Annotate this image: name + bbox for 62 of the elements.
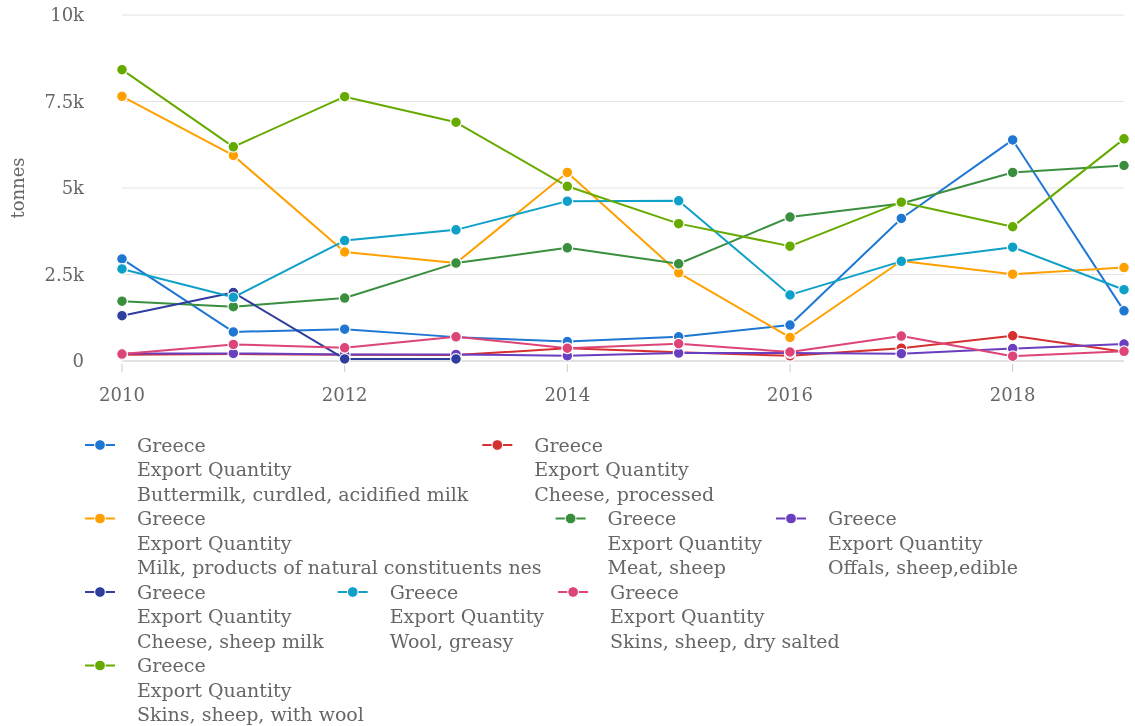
y-tick-label: 0 xyxy=(72,350,84,372)
point xyxy=(338,341,351,354)
point xyxy=(1118,304,1130,317)
point xyxy=(895,347,908,360)
point xyxy=(338,90,351,103)
point xyxy=(895,212,908,225)
point xyxy=(784,319,796,331)
point xyxy=(338,352,351,365)
legend-label: Greece Export Quantity Cheese, processed xyxy=(534,433,715,505)
point xyxy=(450,116,462,129)
x-tick-label: 2010 xyxy=(99,384,145,405)
legend-label: Greece Export Quantity Offals, sheep,edible xyxy=(828,507,1018,579)
y-tick-label: 2.5k xyxy=(44,263,86,285)
x-tick-label: 2014 xyxy=(544,384,591,405)
y-axis-title: tonnes xyxy=(7,157,28,219)
point xyxy=(1118,159,1130,172)
point xyxy=(1006,350,1019,363)
y-tick-label: 10k xyxy=(50,4,86,26)
point xyxy=(1006,133,1019,146)
legend-label: Greece Export Quantity Buttermilk, curdled, acidified milk xyxy=(137,433,469,505)
point xyxy=(1118,283,1130,296)
point xyxy=(1006,166,1019,179)
point xyxy=(338,292,351,304)
point xyxy=(116,263,128,275)
y-tick-label: 7.5k xyxy=(44,90,86,112)
point xyxy=(1006,268,1019,281)
point xyxy=(895,330,908,343)
point xyxy=(116,295,128,308)
point xyxy=(227,338,240,351)
point xyxy=(561,195,574,208)
point xyxy=(116,63,128,76)
legend-label: Greece Export Quantity Meat, sheep xyxy=(607,507,763,579)
point xyxy=(227,291,240,304)
legend-label: Greece Export Quantity Cheese, sheep milk xyxy=(137,580,325,652)
point xyxy=(784,331,796,344)
x-tick-label: 2018 xyxy=(989,384,1036,405)
point xyxy=(672,217,685,230)
legend-label: Greece Export Quantity Skins, sheep, with wool xyxy=(137,654,364,726)
legend-label: Greece Export Quantity Skins, sheep, dry salted xyxy=(610,580,840,652)
point xyxy=(561,241,574,254)
legend-label: Greece Export Quantity Milk, products of natural constituents nes xyxy=(137,507,542,579)
point xyxy=(784,211,796,224)
x-tick-label: 2016 xyxy=(767,384,813,405)
point xyxy=(784,240,796,253)
point xyxy=(561,166,574,179)
point xyxy=(338,234,351,247)
point xyxy=(672,337,685,350)
point xyxy=(1006,241,1019,254)
point xyxy=(1118,132,1130,145)
legend-label: Greece Export Quantity Wool, greasy xyxy=(389,580,545,652)
point xyxy=(784,288,796,301)
point xyxy=(450,223,462,236)
point xyxy=(116,90,128,103)
point xyxy=(561,180,574,193)
y-tick-label: 5k xyxy=(61,177,86,199)
point xyxy=(116,252,128,265)
point xyxy=(227,325,240,338)
point xyxy=(116,309,128,322)
point xyxy=(338,246,351,258)
point xyxy=(338,323,351,336)
point xyxy=(1118,261,1130,274)
x-tick-label: 2012 xyxy=(321,384,368,405)
